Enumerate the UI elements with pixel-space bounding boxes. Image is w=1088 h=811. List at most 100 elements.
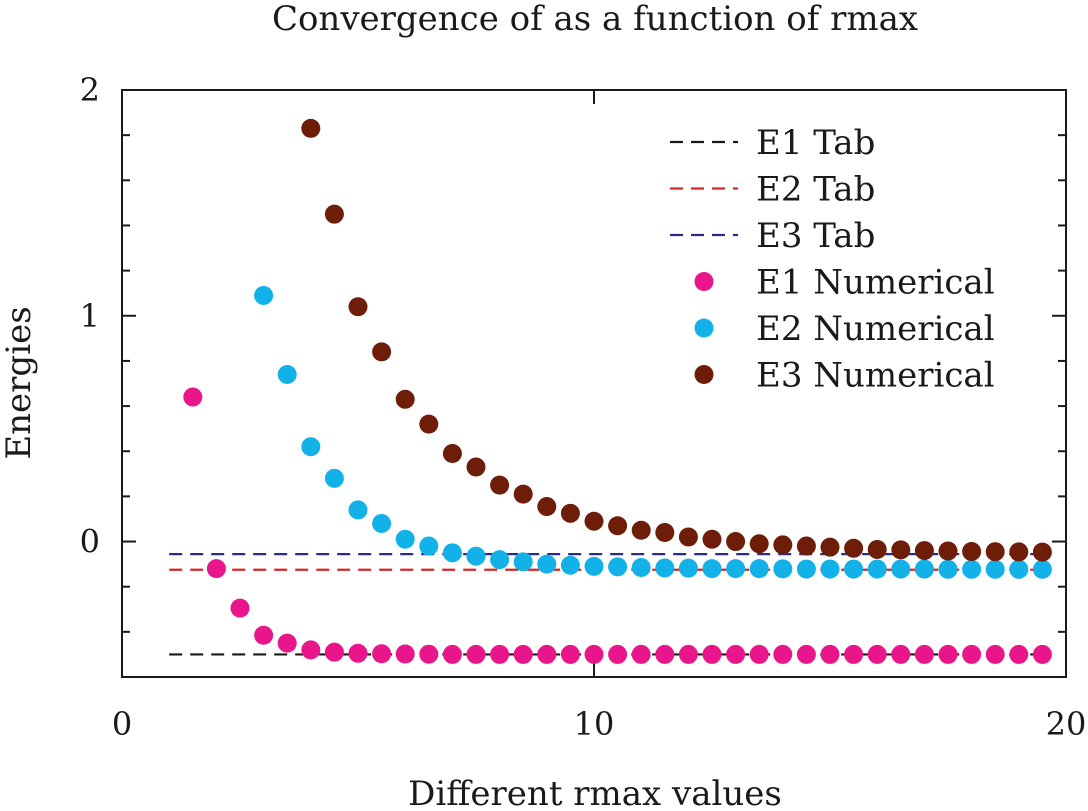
data-points xyxy=(183,118,1052,664)
series-1-point-26 xyxy=(796,644,816,664)
series-1-point-29 xyxy=(867,644,887,664)
x-axis-label: Different rmax values xyxy=(408,774,782,811)
series-2-point-29 xyxy=(938,559,958,579)
y-minor-ticks xyxy=(122,134,1066,633)
series-3-point-2 xyxy=(348,297,368,317)
series-1-point-16 xyxy=(560,644,580,664)
legend-label-series-1: E1 Numerical xyxy=(756,263,995,303)
series-3-point-4 xyxy=(395,389,415,409)
y-tick-label-0: 0 xyxy=(80,523,100,561)
reference-lines xyxy=(169,552,1043,656)
series-1-point-9 xyxy=(395,644,415,664)
series-2-point-13 xyxy=(560,555,580,575)
y-axis-label: Energies xyxy=(0,306,39,459)
series-2-point-4 xyxy=(348,500,368,520)
series-3-point-16 xyxy=(678,527,698,547)
chart-title: Convergence of as a function of rmax xyxy=(272,0,918,39)
series-2-point-23 xyxy=(796,559,816,579)
series-1-point-10 xyxy=(419,644,439,664)
x-axis-ticks: 0 10 20 xyxy=(112,90,1087,743)
series-1-point-4 xyxy=(277,633,297,653)
series-1-point-28 xyxy=(844,644,864,664)
series-1-point-19 xyxy=(631,644,651,664)
series-1-point-34 xyxy=(985,644,1005,664)
series-2-point-33 xyxy=(1032,559,1052,579)
series-2-point-21 xyxy=(749,559,769,579)
series-1-point-18 xyxy=(608,644,628,664)
series-2-point-24 xyxy=(820,559,840,579)
series-1-point-17 xyxy=(584,644,604,664)
x-tick-label-0: 0 xyxy=(112,705,132,743)
series-3-point-20 xyxy=(773,535,793,555)
series-2-point-22 xyxy=(773,559,793,579)
series-2-point-1 xyxy=(277,364,297,384)
series-3-point-14 xyxy=(631,520,651,540)
series-2-point-14 xyxy=(584,556,604,576)
series-3-point-11 xyxy=(560,503,580,523)
series-2-point-20 xyxy=(726,559,746,579)
series-1-point-30 xyxy=(891,644,911,664)
series-1-point-5 xyxy=(301,640,321,660)
series-2-point-0 xyxy=(254,285,274,305)
series-2-point-28 xyxy=(914,559,934,579)
y-axis-ticks: 0 1 2 xyxy=(80,71,1066,561)
series-3-point-1 xyxy=(324,204,344,224)
series-3-point-23 xyxy=(844,538,864,558)
series-3-point-8 xyxy=(490,475,510,495)
series-3-point-17 xyxy=(702,529,722,549)
series-3-point-31 xyxy=(1032,542,1052,562)
series-1-point-2 xyxy=(230,598,250,618)
series-3-point-5 xyxy=(419,414,439,434)
legend: E1 Tab E2 Tab E3 Tab E1 Numerical E2 Numeric… xyxy=(670,123,995,396)
series-2-point-27 xyxy=(891,559,911,579)
legend-label-ref-1: E1 Tab xyxy=(756,123,875,163)
series-2-point-5 xyxy=(372,513,392,533)
legend-label-ref-3: E3 Tab xyxy=(756,216,875,256)
series-3-point-25 xyxy=(891,540,911,560)
series-3-point-12 xyxy=(584,511,604,531)
series-2-point-15 xyxy=(608,557,628,577)
series-3-point-26 xyxy=(914,541,934,561)
series-1-point-23 xyxy=(726,644,746,664)
legend-swatch-series-1 xyxy=(694,272,714,291)
legend-label-series-3: E3 Numerical xyxy=(756,356,995,396)
x-tick-label-1: 10 xyxy=(574,705,615,743)
series-1-point-31 xyxy=(914,644,934,664)
series-2-point-16 xyxy=(631,558,651,578)
series-1-point-3 xyxy=(254,625,274,645)
series-1-point-1 xyxy=(206,559,226,579)
series-1-point-35 xyxy=(1009,644,1029,664)
x-tick-label-2: 20 xyxy=(1046,705,1087,743)
series-2-point-26 xyxy=(867,559,887,579)
series-2-point-19 xyxy=(702,559,722,579)
series-3-point-0 xyxy=(301,118,321,138)
series-3-point-27 xyxy=(938,541,958,561)
series-3-point-19 xyxy=(749,534,769,554)
legend-label-ref-2: E2 Tab xyxy=(756,170,875,210)
series-1-point-20 xyxy=(655,644,675,664)
series-1-point-32 xyxy=(938,644,958,664)
series-2-point-32 xyxy=(1009,559,1029,579)
series-3-point-15 xyxy=(655,523,675,543)
series-1-point-21 xyxy=(678,644,698,664)
series-1-point-6 xyxy=(324,642,344,662)
series-1-point-22 xyxy=(702,644,722,664)
series-2-point-10 xyxy=(490,550,510,570)
series-2-point-6 xyxy=(395,529,415,549)
series-3-point-3 xyxy=(372,342,392,362)
series-2-point-30 xyxy=(962,559,982,579)
series-3-point-29 xyxy=(985,542,1005,562)
series-1-point-15 xyxy=(537,644,557,664)
series-2-point-11 xyxy=(513,552,533,572)
series-2-point-2 xyxy=(301,437,321,457)
y-tick-label-2: 2 xyxy=(80,71,100,109)
series-3-point-28 xyxy=(962,541,982,561)
series-2-point-25 xyxy=(844,559,864,579)
series-2-point-3 xyxy=(324,468,344,488)
series-1-point-25 xyxy=(773,644,793,664)
series-3-point-7 xyxy=(466,457,486,477)
series-1-point-27 xyxy=(820,644,840,664)
series-3-point-21 xyxy=(796,536,816,556)
series-1-point-12 xyxy=(466,644,486,664)
